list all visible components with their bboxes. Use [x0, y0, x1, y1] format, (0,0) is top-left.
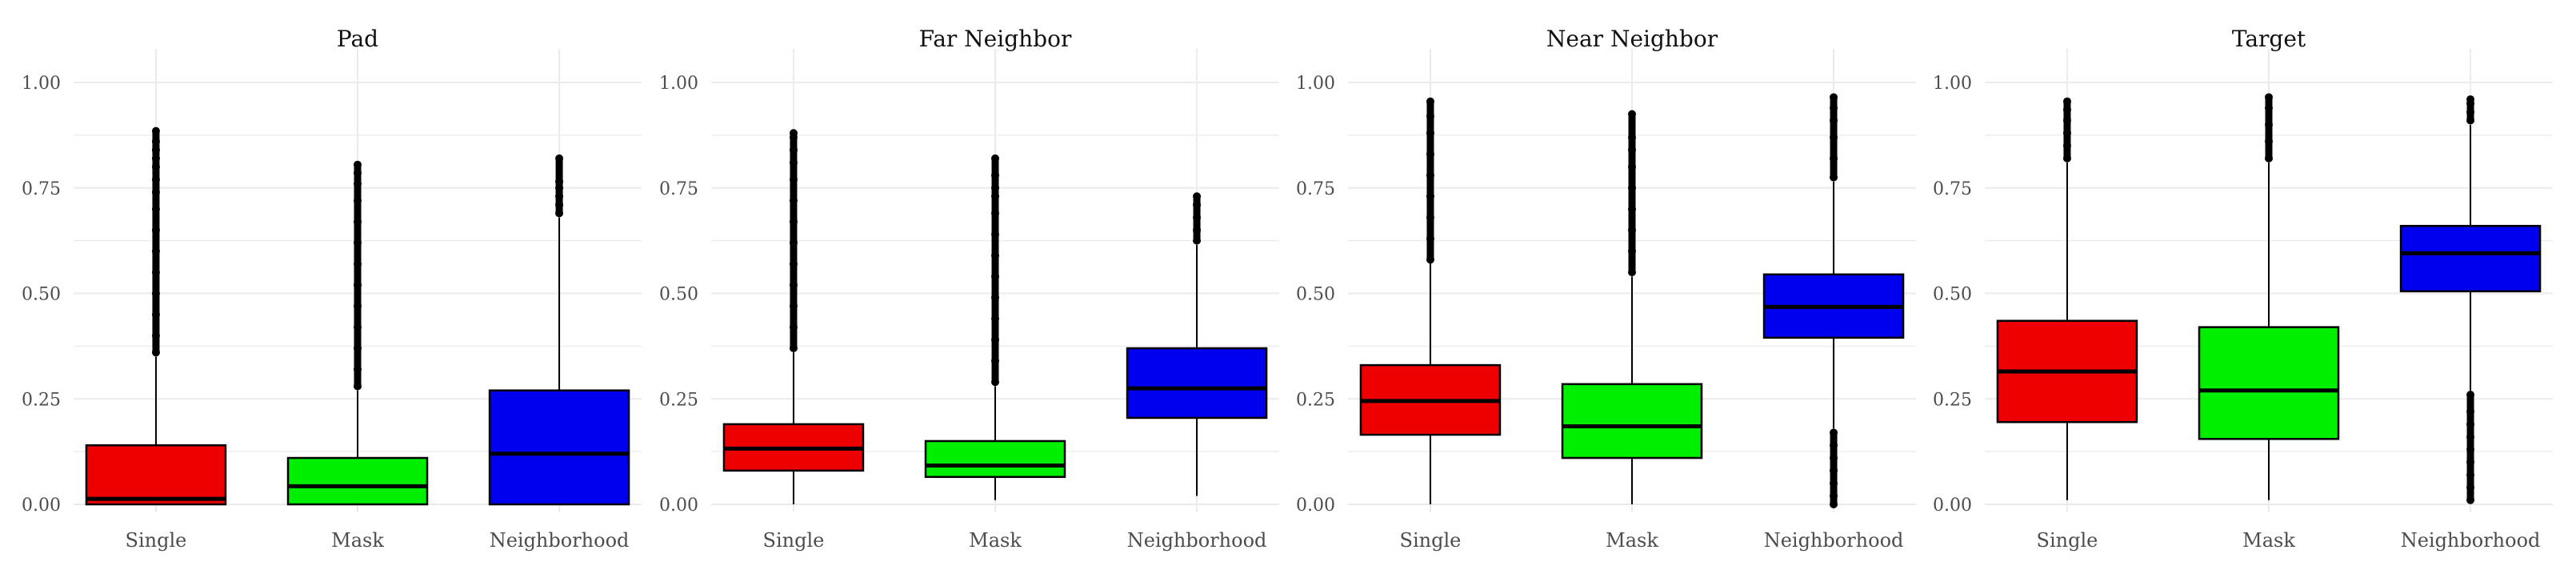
- outlier-point: [2062, 97, 2071, 106]
- y-tick-label: 0.25: [1933, 390, 1972, 410]
- outlier-point: [1830, 428, 1838, 437]
- y-tick-label: 0.75: [1296, 179, 1335, 199]
- outlier-point: [1628, 110, 1636, 118]
- panel-title: Target: [2232, 26, 2306, 52]
- x-tick-label: Mask: [331, 529, 384, 552]
- box-neighborhood: [2399, 224, 2542, 293]
- panel-title: Far Neighbor: [919, 26, 1072, 52]
- y-tick-label: 0.50: [659, 285, 698, 305]
- y-tick-label: 1.00: [1296, 74, 1335, 94]
- outlier-point: [2265, 93, 2273, 102]
- outlier-point: [555, 154, 564, 163]
- y-tick-label: 0.75: [1933, 179, 1972, 199]
- box-mask: [924, 440, 1066, 478]
- panel-title: Near Neighbor: [1546, 26, 1718, 52]
- x-tick-label: Single: [763, 529, 825, 552]
- x-tick-label: Neighborhood: [1127, 529, 1267, 552]
- x-tick-label: Mask: [1606, 529, 1658, 552]
- outlier-point: [789, 129, 798, 138]
- y-tick-label: 1.00: [659, 74, 698, 94]
- outlier-point: [1193, 192, 1202, 201]
- y-tick-label: 0.50: [22, 285, 61, 305]
- y-tick-label: 0.50: [1933, 285, 1972, 305]
- outlier-point: [2466, 390, 2475, 399]
- outlier-point: [151, 126, 160, 135]
- outlier-point: [354, 160, 362, 169]
- box-mask: [2198, 326, 2340, 440]
- x-tick-label: Neighborhood: [1764, 529, 1904, 552]
- outlier-point: [2466, 95, 2475, 104]
- y-tick-label: 0.25: [659, 390, 698, 410]
- y-tick-label: 0.00: [659, 496, 698, 516]
- y-tick-label: 0.25: [22, 390, 61, 410]
- y-tick-label: 0.75: [659, 179, 698, 199]
- y-tick-label: 0.00: [1933, 496, 1972, 516]
- box-single: [85, 444, 227, 506]
- box-neighborhood: [488, 389, 630, 506]
- y-tick-label: 1.00: [1933, 74, 1972, 94]
- box-mask: [286, 456, 429, 506]
- x-tick-label: Single: [126, 529, 187, 552]
- y-tick-label: 0.50: [1296, 285, 1335, 305]
- box-neighborhood: [1126, 347, 1268, 419]
- outlier-point: [991, 154, 999, 163]
- y-tick-label: 0.25: [1296, 390, 1335, 410]
- box-mask: [1561, 383, 1703, 460]
- y-tick-label: 0.00: [22, 496, 61, 516]
- x-tick-label: Mask: [969, 529, 1022, 552]
- outlier-point: [1426, 97, 1434, 106]
- panel-title: Pad: [337, 26, 378, 52]
- outlier-point: [1830, 93, 1838, 102]
- x-tick-label: Neighborhood: [490, 529, 630, 552]
- x-tick-label: Mask: [2242, 529, 2295, 552]
- x-tick-label: Neighborhood: [2401, 529, 2541, 552]
- y-tick-label: 0.00: [1296, 496, 1335, 516]
- x-tick-label: Single: [1400, 529, 1462, 552]
- y-tick-label: 1.00: [22, 74, 61, 94]
- y-tick-label: 0.75: [22, 179, 61, 199]
- x-tick-label: Single: [2037, 529, 2098, 552]
